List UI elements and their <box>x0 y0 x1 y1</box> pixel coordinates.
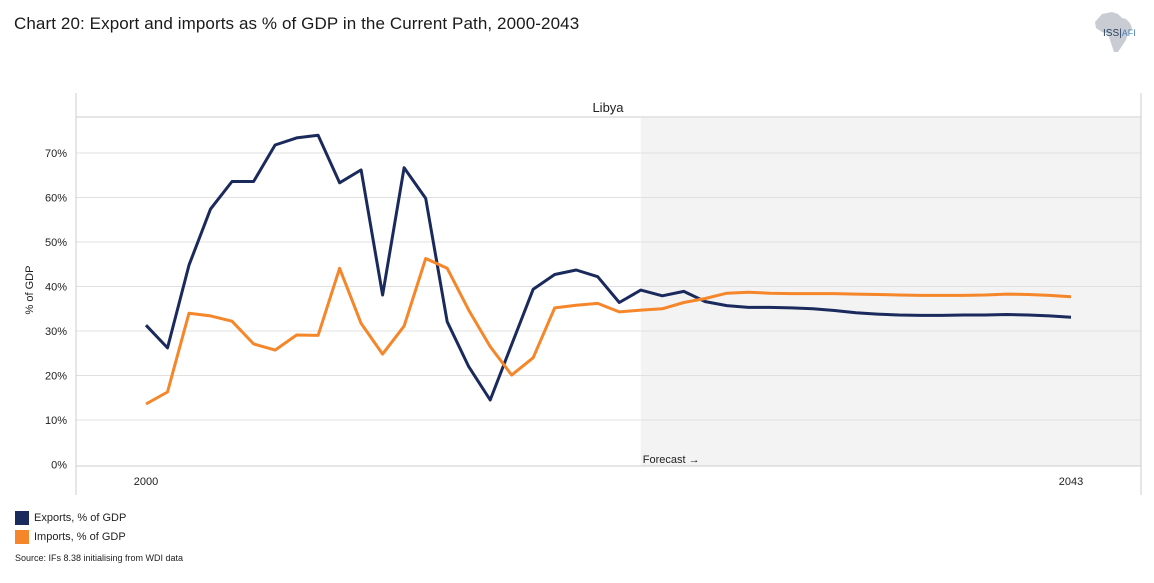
gridlines <box>76 152 1141 421</box>
y-tick-label: 70% <box>45 148 67 160</box>
logo-text: ISS|AFI <box>1103 28 1136 39</box>
logo-name: ISS <box>1103 28 1120 39</box>
series-lines <box>144 133 1072 406</box>
y-tick-label: 0% <box>51 460 67 472</box>
logo-suffix: AFI <box>1121 28 1136 38</box>
imports-swatch <box>15 529 29 544</box>
forecast-shade <box>640 118 1141 466</box>
y-axis-label: % of GDP <box>24 266 36 315</box>
y-tick-label: 10% <box>45 415 67 427</box>
y-tick-label: 40% <box>45 282 67 294</box>
legend-label-imports: Imports, % of GDP <box>34 530 126 543</box>
chart-title: Chart 20: Export and imports as % of GDP… <box>14 14 580 33</box>
source-note: Source: IFs 8.38 initialising from WDI d… <box>15 553 184 563</box>
exports-swatch <box>15 510 29 525</box>
y-tick-label: 50% <box>45 237 67 249</box>
forecast-label: Forecast → <box>643 454 700 466</box>
africa-map-icon <box>1095 12 1132 52</box>
exports-line <box>144 133 1072 402</box>
legend-label-exports: Exports, % of GDP <box>34 511 127 524</box>
legend-item-exports[interactable]: Exports, % of GDP <box>15 508 126 527</box>
x-tick-label: 2000 <box>134 476 158 488</box>
x-tick-labels: 2000 2043 <box>134 476 1083 488</box>
panel-label: Libya <box>592 100 624 115</box>
y-tick-labels: 0% 10% 20% 30% 40% 50% 60% 70% <box>45 148 67 472</box>
x-tick-label: 2043 <box>1059 476 1083 488</box>
legend: Exports, % of GDP Imports, % of GDP <box>15 508 126 546</box>
legend-item-imports[interactable]: Imports, % of GDP <box>15 527 126 546</box>
y-tick-label: 20% <box>45 371 67 383</box>
y-tick-label: 30% <box>45 326 67 338</box>
imports-line <box>145 257 1072 406</box>
y-tick-label: 60% <box>45 193 67 205</box>
